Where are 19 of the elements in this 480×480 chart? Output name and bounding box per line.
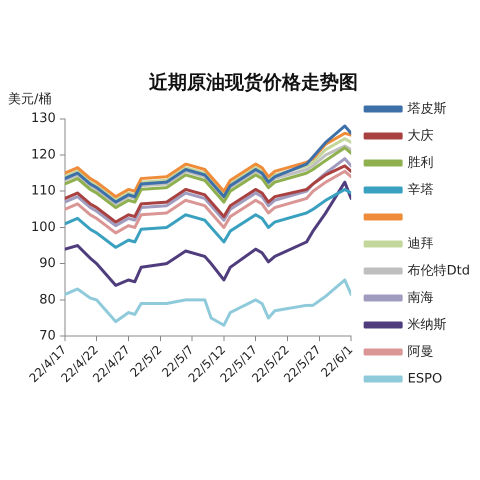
y-tick-label: 80 [39,292,56,308]
legend-label: 迪拜 [408,236,434,252]
chart-title: 近期原油现货价格走势图 [148,71,358,94]
legend-label: 塔皮斯 [406,101,447,116]
y-tick-label: 70 [39,328,56,344]
y-tick-label: 130 [30,111,56,126]
legend-label: 南海 [408,290,434,306]
y-tick-label: 90 [39,256,56,272]
y-tick-label: 110 [30,184,56,199]
y-axis-title: 美元/桶 [8,90,52,107]
y-tick-label: 100 [30,220,56,235]
legend-label: 辛塔 [408,182,434,198]
legend-label: 大庆 [408,128,434,144]
legend-label: ESPO [408,371,442,386]
legend-label: 米纳斯 [408,317,447,332]
legend-label: 胜利 [408,155,434,170]
legend-label: 阿曼 [408,344,434,360]
legend-label: 布伦特Dtd [408,263,470,278]
y-tick-label: 120 [30,147,56,162]
